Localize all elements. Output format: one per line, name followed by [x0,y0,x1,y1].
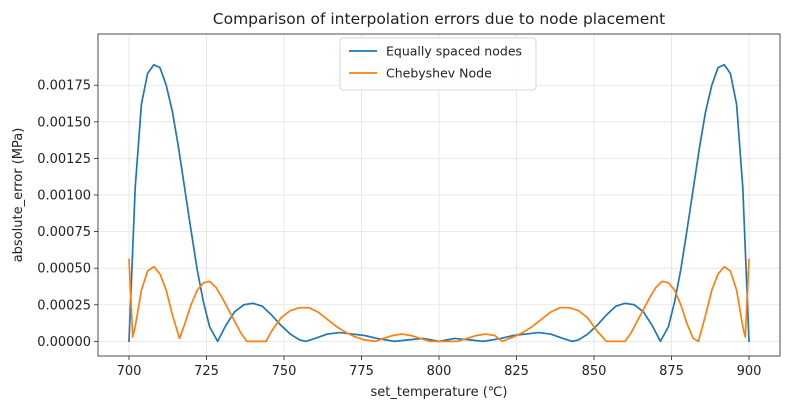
legend-label-1: Chebyshev Node [386,66,492,81]
y-axis-label: absolute_error (MPa) [11,128,26,263]
chart-title: Comparison of interpolation errors due t… [213,10,665,28]
x-tick-label: 900 [737,364,762,379]
y-tick-label: 0.00000 [37,335,91,350]
x-tick-label: 875 [659,364,684,379]
y-tick-label: 0.00100 [37,189,91,204]
y-axis: 0.00000 0.00025 0.00050 0.00075 0.00100 0.001… [37,79,98,350]
x-tick-label: 725 [194,364,219,379]
legend: Equally spaced nodes Chebyshev Node [339,37,537,91]
x-axis-label: set_temperature (℃) [371,385,508,400]
y-tick-label: 0.00050 [37,262,91,277]
legend-box [339,37,537,91]
x-axis: 700 725 750 775 800 825 850 875 900 [117,356,762,379]
y-tick-label: 0.00125 [37,152,91,167]
x-tick-label: 750 [272,364,297,379]
x-tick-label: 850 [582,364,607,379]
series-layer [128,63,750,343]
x-tick-label: 700 [117,364,142,379]
x-tick-label: 775 [349,364,374,379]
y-tick-label: 0.00150 [37,115,91,130]
y-tick-label: 0.00075 [37,225,91,240]
x-tick-label: 825 [504,364,529,379]
legend-label-0: Equally spaced nodes [386,44,522,59]
x-tick-label: 800 [427,364,452,379]
y-tick-label: 0.00025 [37,298,91,313]
series-line-1 [128,258,750,343]
y-tick-label: 0.00175 [37,79,91,94]
